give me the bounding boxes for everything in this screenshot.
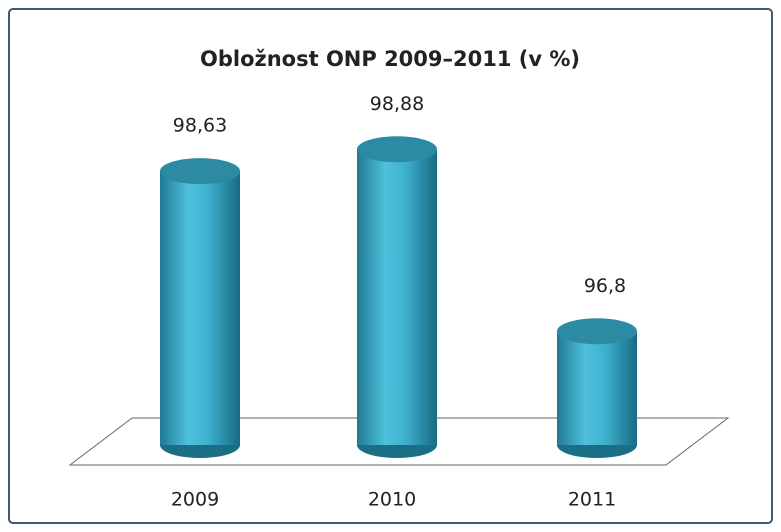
bar-top xyxy=(557,318,637,345)
bar-top xyxy=(160,158,240,185)
x-tick-label: 2009 xyxy=(171,489,219,511)
bar xyxy=(557,331,637,445)
chart-title: Obložnost ONP 2009–2011 (v %) xyxy=(200,47,580,71)
x-tick-label: 2011 xyxy=(568,489,616,511)
value-label: 98,88 xyxy=(370,93,424,115)
x-tick-label: 2010 xyxy=(368,489,416,511)
value-label: 98,63 xyxy=(173,115,227,137)
bar xyxy=(357,149,437,445)
bar-top xyxy=(357,136,437,163)
bar xyxy=(160,171,240,445)
value-label: 96,8 xyxy=(584,275,626,297)
